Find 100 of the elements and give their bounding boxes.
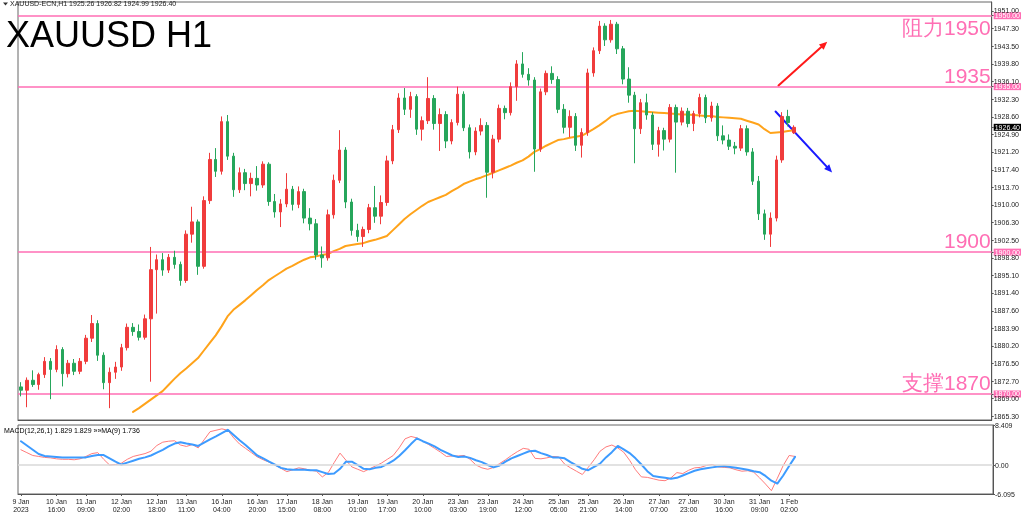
candlestick bbox=[662, 127, 666, 151]
candlestick bbox=[90, 314, 94, 343]
candlestick bbox=[19, 381, 23, 397]
candlestick bbox=[651, 111, 654, 151]
candlestick bbox=[521, 51, 524, 79]
candlestick bbox=[196, 219, 200, 276]
candlestick bbox=[527, 67, 530, 87]
candlestick bbox=[780, 111, 784, 164]
ref-line-label: 支撑1870 bbox=[901, 370, 991, 394]
candlestick bbox=[757, 175, 760, 221]
candlestick bbox=[491, 134, 495, 179]
candlestick bbox=[49, 357, 52, 400]
candlestick bbox=[297, 185, 300, 209]
candlestick bbox=[373, 185, 377, 224]
ref-line-label: 1935 bbox=[943, 63, 991, 87]
ref-line-label: 阻力1950 bbox=[901, 15, 991, 39]
candlestick bbox=[562, 103, 566, 134]
candlestick bbox=[468, 123, 471, 160]
candlestick bbox=[391, 124, 394, 165]
candlestick bbox=[308, 207, 312, 231]
candlestick bbox=[320, 245, 324, 269]
candlestick bbox=[739, 124, 743, 152]
candlestick bbox=[763, 209, 766, 241]
candlestick bbox=[609, 19, 613, 44]
candlestick bbox=[698, 93, 701, 118]
candlestick bbox=[539, 88, 542, 153]
candlestick bbox=[261, 160, 265, 189]
candlestick bbox=[125, 323, 129, 351]
candlestick bbox=[120, 343, 123, 372]
candlestick bbox=[338, 129, 341, 184]
candlestick bbox=[721, 124, 725, 145]
candlestick bbox=[657, 126, 660, 158]
candlestick bbox=[403, 87, 406, 116]
candlestick bbox=[326, 209, 330, 262]
candlestick bbox=[84, 334, 88, 365]
candlestick bbox=[255, 165, 259, 192]
candlestick bbox=[361, 226, 365, 248]
candlestick bbox=[356, 223, 359, 243]
candlestick bbox=[61, 346, 64, 387]
candlestick bbox=[149, 246, 153, 383]
ref-line-label: 1900 bbox=[943, 229, 991, 253]
candlestick bbox=[792, 124, 796, 135]
candlestick bbox=[704, 94, 707, 124]
candlestick bbox=[114, 361, 117, 380]
candlestick bbox=[668, 103, 672, 143]
candlestick bbox=[639, 98, 642, 135]
candlestick bbox=[674, 104, 678, 174]
candlestick bbox=[55, 344, 58, 373]
candlestick bbox=[249, 172, 253, 197]
candlestick bbox=[415, 93, 418, 136]
candlestick bbox=[279, 198, 282, 228]
candlestick bbox=[43, 356, 46, 379]
candlestick bbox=[603, 22, 607, 47]
candlestick bbox=[161, 252, 164, 277]
candlestick bbox=[208, 152, 212, 205]
candlestick bbox=[497, 104, 501, 143]
candlestick bbox=[533, 76, 536, 173]
candlestick bbox=[72, 358, 76, 376]
candlestick bbox=[31, 369, 35, 388]
candlestick bbox=[167, 253, 170, 274]
candlestick bbox=[173, 250, 176, 270]
candlestick bbox=[733, 141, 737, 155]
candlestick bbox=[775, 155, 778, 222]
candlestick bbox=[615, 21, 619, 55]
candlestick bbox=[102, 351, 105, 390]
candlestick bbox=[302, 188, 306, 224]
candlestick bbox=[503, 105, 507, 120]
candlestick bbox=[568, 109, 572, 138]
candlestick bbox=[220, 115, 223, 176]
candlestick bbox=[544, 70, 548, 96]
candlestick bbox=[462, 90, 465, 132]
candlestick bbox=[367, 203, 371, 234]
candlestick bbox=[769, 211, 772, 248]
candlestick bbox=[243, 168, 247, 191]
candlestick bbox=[710, 101, 713, 123]
candlestick bbox=[515, 59, 518, 102]
candlestick bbox=[332, 174, 335, 220]
candlestick bbox=[226, 114, 229, 161]
candlestick bbox=[786, 109, 790, 127]
candlestick bbox=[291, 185, 294, 212]
candlestick bbox=[137, 323, 141, 342]
candlestick bbox=[716, 102, 719, 142]
candlestick bbox=[621, 45, 625, 85]
candlestick bbox=[143, 314, 147, 341]
candlestick bbox=[131, 322, 135, 337]
candlestick bbox=[686, 107, 690, 128]
candlestick bbox=[350, 198, 353, 237]
candlestick bbox=[37, 372, 40, 391]
candlestick bbox=[190, 206, 194, 244]
candlestick bbox=[108, 367, 111, 409]
candlestick bbox=[232, 152, 235, 198]
candlestick bbox=[25, 376, 29, 408]
candlestick bbox=[456, 86, 459, 126]
candlestick bbox=[379, 194, 383, 225]
candlestick bbox=[509, 81, 512, 116]
candlestick bbox=[727, 133, 731, 151]
candlestick bbox=[385, 155, 389, 207]
candlestick bbox=[574, 112, 577, 152]
candlestick bbox=[238, 167, 241, 194]
candlestick bbox=[474, 126, 477, 156]
